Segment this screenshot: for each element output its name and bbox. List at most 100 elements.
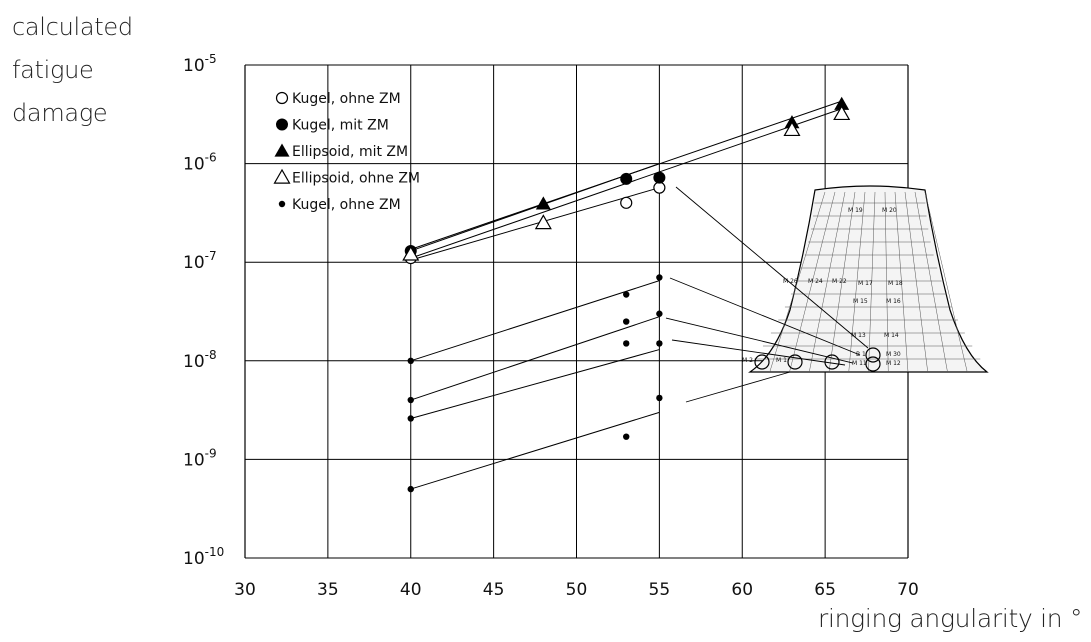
- y-tick-labels: 10-5 10-6 10-7 10-8 10-9 10-10: [183, 52, 224, 569]
- leader-line: [671, 339, 846, 366]
- data-point: [656, 274, 663, 281]
- bell-gauge-label: M 24: [808, 278, 823, 285]
- data-point: [656, 340, 663, 347]
- y-tick-label: 10-6: [183, 151, 217, 175]
- x-tick-label: 30: [234, 580, 256, 600]
- x-tick-label: 35: [317, 580, 339, 600]
- bell-gauge-label: B 1: [856, 351, 866, 358]
- x-tick-label: 65: [814, 580, 836, 600]
- data-point: [623, 340, 630, 347]
- data-point: [620, 172, 633, 185]
- data-point: [534, 214, 552, 230]
- bell-mesh-line: [904, 191, 928, 373]
- bell-mesh-line: [924, 191, 968, 373]
- data-point: [407, 396, 414, 404]
- bell-gauge-label: M 17: [858, 280, 873, 287]
- bell-gauge-label: M 1: [776, 357, 787, 364]
- data-point: [620, 196, 633, 209]
- fit-line: [410, 316, 660, 401]
- y-tick-label: 10-7: [183, 249, 217, 273]
- bell-mesh-line: [828, 191, 856, 373]
- fit-line: [410, 280, 660, 362]
- bell-mesh-line: [789, 191, 836, 373]
- data-point: [402, 245, 420, 261]
- bell-mesh-line: [894, 191, 909, 373]
- bell-gauge-label: M 16: [886, 298, 901, 305]
- legend-marker: [276, 118, 288, 131]
- data-point: [653, 171, 666, 184]
- leader-line: [669, 277, 861, 356]
- x-tick-labels: 30 35 40 45 50 55 60 65 70: [234, 580, 919, 600]
- fit-line: [410, 187, 660, 261]
- bell-gauge-label: M 20: [882, 207, 897, 214]
- data-point: [834, 96, 850, 110]
- legend-label: Kugel, ohne ZM: [292, 197, 401, 213]
- bell-gauge-label: M 13: [851, 332, 866, 339]
- y-axis-label-line-3: damage: [12, 99, 108, 127]
- data-point: [656, 310, 663, 317]
- y-axis-label-line-2: fatigue: [12, 56, 94, 84]
- legend-label: Kugel, mit ZM: [292, 118, 389, 134]
- bell-gauge-label: M 18: [888, 280, 903, 287]
- x-axis-label: ringing angularity in °: [818, 604, 1083, 633]
- x-tick-label: 40: [400, 580, 422, 600]
- legend-label: Kugel, ohne ZM: [292, 91, 401, 107]
- y-tick-label: 10-10: [183, 545, 224, 569]
- y-tick-label: 10-8: [183, 348, 217, 372]
- bell-gauge-marker: [865, 356, 881, 372]
- bell-gauge-label: M 14: [884, 332, 899, 339]
- legend-marker: [273, 168, 291, 184]
- data-point: [407, 357, 414, 364]
- bell-mesh-line: [914, 191, 948, 373]
- x-tick-label: 60: [731, 580, 753, 600]
- bell-mesh-line: [809, 191, 846, 373]
- fit-line: [410, 411, 660, 490]
- bell-outline: [748, 185, 989, 373]
- data-point: [535, 196, 551, 210]
- y-tick-label: 10-5: [183, 52, 217, 76]
- leader-line: [675, 186, 869, 349]
- data-point: [407, 415, 414, 422]
- leader-line: [685, 371, 791, 403]
- bell-gauge-label: M 12: [886, 360, 901, 367]
- bell-mesh-line: [868, 191, 876, 373]
- data-point: [623, 318, 630, 325]
- legend-marker: [275, 91, 289, 105]
- x-tick-label: 45: [483, 580, 505, 600]
- data-points: [402, 96, 851, 493]
- bell-mesh-line: [884, 191, 889, 373]
- bell-gauge-label: M 11: [852, 360, 867, 367]
- legend-marker: [274, 143, 290, 157]
- bell-gauge-marker: [754, 354, 770, 370]
- data-point: [623, 291, 630, 298]
- bell-diagram: M 19 M 20 M 26 M 24 M 22 M 17 M 18 M 15 M 16 M 13…: [665, 185, 989, 403]
- bell-gauge-label: M 30: [886, 351, 901, 358]
- bell-mesh-line: [848, 191, 866, 373]
- y-axis-label-line-1: calculated: [12, 13, 133, 41]
- bell-gauge-label: M 19: [848, 207, 863, 214]
- data-point: [653, 181, 666, 194]
- data-point: [623, 433, 630, 440]
- bell-gauge-marker: [865, 347, 881, 363]
- bell-gauge-marker: [787, 354, 803, 370]
- fit-line: [410, 349, 660, 419]
- data-point: [783, 121, 801, 137]
- bell-gauge-label: M 15: [853, 298, 868, 305]
- data-point: [656, 394, 663, 402]
- data-point: [833, 105, 851, 121]
- bell-gauge-label: M 26: [783, 278, 798, 285]
- data-point: [407, 485, 414, 493]
- bell-mesh-line: [769, 191, 826, 373]
- bell-gauge-label: M 22: [832, 278, 847, 285]
- legend: Kugel, ohne ZM Kugel, mit ZM Ellipsoid, mi…: [273, 91, 420, 213]
- legend-marker: [278, 200, 286, 208]
- legend-label: Ellipsoid, ohne ZM: [292, 171, 420, 187]
- bell-gauge-label: M 2: [742, 357, 753, 364]
- x-tick-label: 70: [897, 580, 919, 600]
- y-axis-label: calculated fatigue damage: [12, 6, 133, 135]
- x-tick-label: 50: [566, 580, 588, 600]
- leader-line: [665, 317, 854, 364]
- y-tick-label: 10-9: [183, 446, 217, 470]
- legend-label: Ellipsoid, mit ZM: [292, 144, 408, 160]
